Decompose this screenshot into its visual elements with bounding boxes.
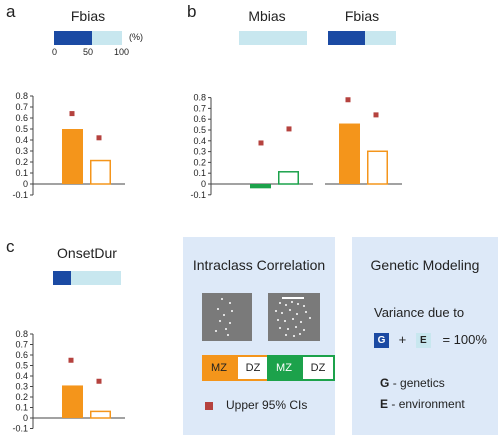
y-tick-label: 0.3: [193, 147, 206, 157]
heritability-gauge-fill: [328, 31, 366, 45]
legend-swatch-dz-label: DZ: [245, 362, 261, 374]
legend-genetic-panel: Genetic Modeling Variance due to G + E =…: [352, 237, 498, 435]
legend-swatch-dz-female: DZ: [236, 355, 270, 381]
y-tick-label: 0.2: [15, 157, 28, 167]
equals-label: = 100%: [442, 332, 487, 347]
legend-ci-marker: [205, 402, 213, 410]
y-tick-label: 0.6: [15, 113, 28, 123]
heritability-gauge-b-mbias: [239, 31, 307, 45]
heritability-gauge-c: [53, 271, 121, 285]
stimulus-image-dense: [268, 293, 320, 341]
y-tick-label: 0.4: [193, 136, 206, 146]
bar-dz: [278, 171, 299, 185]
chart-title-c-onsetdur: OnsetDur: [57, 245, 117, 261]
y-tick-label: 0.8: [15, 329, 28, 339]
y-tick-label: 0: [201, 179, 206, 189]
y-tick-label: 0.2: [15, 392, 28, 402]
environment-desc: E - environment: [380, 397, 465, 411]
y-tick-label: 0.7: [193, 103, 206, 113]
ci-marker-mz: [69, 111, 75, 117]
plus-sign: +: [398, 332, 407, 347]
y-tick-label: 0.7: [15, 340, 28, 350]
y-tick-label: 0.3: [15, 146, 28, 156]
environment-box: E: [415, 333, 431, 349]
y-tick-label: 0.8: [15, 91, 28, 101]
legend-swatch-mz-female: MZ: [202, 355, 236, 381]
bar-dz: [367, 150, 388, 185]
legend-swatch-dz-label: DZ: [310, 362, 326, 374]
bar-mz: [250, 184, 271, 189]
y-tick-label: 0.1: [193, 168, 206, 178]
environment-desc-text: - environment: [391, 397, 465, 411]
y-tick-label: 0.8: [193, 93, 206, 103]
ci-marker-dz: [286, 126, 292, 132]
y-tick-label: 0.1: [15, 168, 28, 178]
ci-marker-dz: [96, 378, 102, 384]
y-tick-label: 0.5: [15, 124, 28, 134]
legend-swatch-dz-male: DZ: [301, 355, 335, 381]
y-tick-label: -0.1: [12, 424, 28, 434]
bar-mz: [339, 123, 360, 184]
gauge-tick-50: 50: [83, 47, 94, 57]
y-tick-label: 0.3: [15, 382, 28, 392]
y-tick-label: 0.2: [193, 157, 206, 167]
y-tick-label: 0: [23, 413, 28, 423]
chart-title-b-fbias: Fbias: [344, 8, 380, 24]
legend-icc-panel: Intraclass Correlation MZ DZ MZ: [183, 237, 335, 435]
heritability-gauge-a: [54, 31, 122, 45]
legend-ci-label: Upper 95% CIs: [226, 398, 308, 412]
ci-marker-dz: [373, 112, 379, 118]
panel-letter-c: c: [6, 237, 15, 256]
variance-equation: G + E = 100%: [374, 332, 487, 349]
gauge-tick-0: 0: [52, 47, 58, 57]
variance-label: Variance due to: [374, 305, 465, 320]
panel-letter-a: a: [6, 2, 16, 21]
y-tick-label: 0.5: [193, 125, 206, 135]
y-tick-label: 0.1: [15, 403, 28, 413]
legend-genetic-title: Genetic Modeling: [370, 257, 480, 273]
legend-swatch-mz-label: MZ: [211, 362, 227, 374]
heritability-gauge-fill: [54, 31, 93, 45]
stimulus-dots-dense: [275, 297, 311, 337]
bar-dz: [90, 159, 111, 185]
legend-swatch-mz-label: MZ: [276, 362, 292, 374]
bar-mz: [62, 129, 83, 184]
y-tick-label: 0.6: [193, 114, 206, 124]
heritability-gauge-b-fbias: [328, 31, 396, 45]
genetics-desc: G - genetics: [380, 376, 445, 390]
environment-desc-letter: E: [380, 397, 389, 411]
bar-dz: [90, 410, 111, 419]
chart-title-b-mbias: Mbias: [248, 8, 286, 24]
stimulus-dots-sparse: [215, 298, 233, 336]
ci-marker-mz: [68, 357, 74, 363]
stimulus-images: [202, 293, 320, 341]
y-tick-label: -0.1: [12, 190, 28, 200]
panel-letter-b: b: [187, 2, 197, 21]
ci-marker-dz: [96, 135, 102, 141]
genetics-desc-letter: G: [380, 376, 390, 390]
gauge-unit: (%): [129, 32, 143, 42]
y-tick-label: 0.4: [15, 371, 28, 381]
gauge-tick-100: 100: [114, 47, 130, 57]
y-tick-label: 0.5: [15, 361, 28, 371]
genetics-box: G: [374, 333, 389, 349]
y-tick-label: 0.6: [15, 350, 28, 360]
legend-icc-title: Intraclass Correlation: [192, 257, 326, 273]
y-tick-label: -0.1: [190, 190, 206, 200]
bar-mz: [62, 385, 83, 418]
chart-title-a-fbias: Fbias: [70, 8, 106, 24]
y-tick-label: 0: [23, 179, 28, 189]
stimulus-image-sparse: [202, 293, 252, 341]
legend-swatch-mz-male: MZ: [267, 355, 301, 381]
heritability-gauge-fill: [53, 271, 72, 285]
ci-marker-mz: [345, 97, 351, 103]
ci-marker-mz: [258, 140, 264, 146]
genetics-desc-text: - genetics: [392, 376, 445, 390]
y-tick-label: 0.4: [15, 135, 28, 145]
y-tick-label: 0.7: [15, 102, 28, 112]
